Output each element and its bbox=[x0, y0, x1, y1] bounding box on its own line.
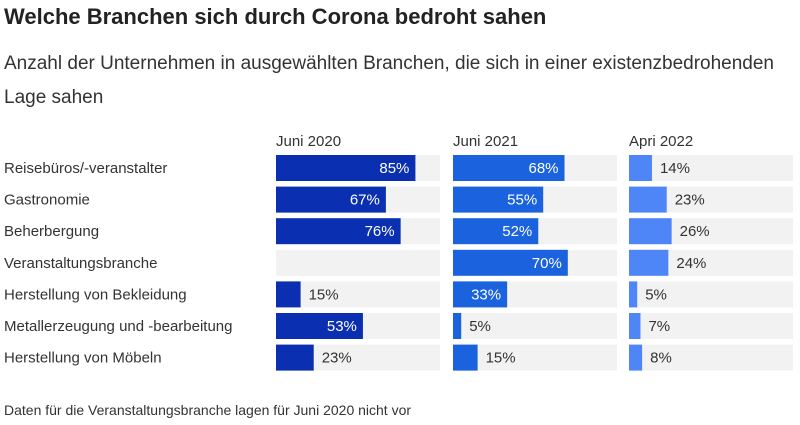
bar bbox=[453, 186, 544, 213]
bar bbox=[629, 249, 669, 276]
bar bbox=[276, 344, 314, 371]
data-label: 55% bbox=[507, 192, 537, 209]
data-label: 23% bbox=[322, 350, 352, 367]
bar-chart: Juni 2020 Juni 2021 Apri 2022 Reisebüros/-v… bbox=[4, 133, 793, 371]
bar bbox=[629, 186, 667, 213]
bar-track bbox=[453, 344, 617, 371]
category-label: Gastronomie bbox=[4, 192, 90, 209]
data-label: 7% bbox=[648, 318, 670, 335]
data-label: 52% bbox=[502, 223, 532, 240]
bar bbox=[453, 313, 462, 339]
data-label: 76% bbox=[365, 223, 395, 240]
category-label: Metallerzeugung und -bearbeitung bbox=[4, 318, 233, 335]
chart-title: Welche Branchen sich durch Corona bedroh… bbox=[4, 4, 547, 29]
data-label: 24% bbox=[676, 255, 706, 272]
panel-header-0: Juni 2020 bbox=[276, 133, 341, 150]
data-label: 26% bbox=[680, 223, 710, 240]
bar bbox=[629, 281, 638, 308]
bar-track bbox=[453, 313, 617, 339]
bar bbox=[276, 155, 416, 181]
data-label: 15% bbox=[486, 350, 516, 367]
bar bbox=[629, 155, 652, 181]
data-label: 8% bbox=[650, 350, 672, 367]
bar-track bbox=[629, 344, 793, 371]
bar bbox=[629, 344, 643, 371]
panel-header-2: Apri 2022 bbox=[629, 133, 693, 150]
panel-header-1: Juni 2021 bbox=[453, 133, 518, 150]
bar-track bbox=[629, 281, 793, 308]
bar bbox=[453, 155, 565, 181]
bar bbox=[453, 218, 539, 245]
chart-footnote: Daten für die Veranstaltungsbranche lage… bbox=[4, 402, 412, 418]
bar-track bbox=[276, 281, 440, 308]
category-label: Reisebüros/-veranstalter bbox=[4, 160, 167, 177]
bar-track bbox=[629, 155, 793, 181]
data-label: 85% bbox=[379, 160, 409, 177]
bar bbox=[276, 281, 301, 308]
bar bbox=[453, 249, 568, 276]
category-label: Herstellung von Bekleidung bbox=[4, 286, 187, 303]
bar bbox=[453, 344, 478, 371]
data-label: 15% bbox=[309, 286, 339, 303]
bar bbox=[629, 218, 672, 245]
data-label: 14% bbox=[660, 160, 690, 177]
category-label: Herstellung von Möbeln bbox=[4, 350, 162, 367]
bar-track bbox=[276, 249, 440, 276]
category-label: Veranstaltungsbranche bbox=[4, 255, 157, 272]
bar-track bbox=[629, 313, 793, 339]
data-label: 23% bbox=[675, 192, 705, 209]
data-label: 68% bbox=[528, 160, 558, 177]
data-label: 53% bbox=[327, 318, 357, 335]
data-label: 5% bbox=[645, 286, 667, 303]
data-label: 70% bbox=[532, 255, 562, 272]
bar bbox=[276, 218, 401, 245]
data-label: 5% bbox=[469, 318, 491, 335]
bar bbox=[276, 313, 363, 339]
data-label: 33% bbox=[471, 286, 501, 303]
chart-subtitle: Anzahl der Unternehmen in ausgewählten B… bbox=[4, 53, 775, 108]
category-label: Beherbergung bbox=[4, 223, 99, 240]
bar bbox=[276, 186, 386, 213]
bar bbox=[453, 281, 508, 308]
bar bbox=[629, 313, 641, 339]
data-label: 67% bbox=[350, 192, 380, 209]
